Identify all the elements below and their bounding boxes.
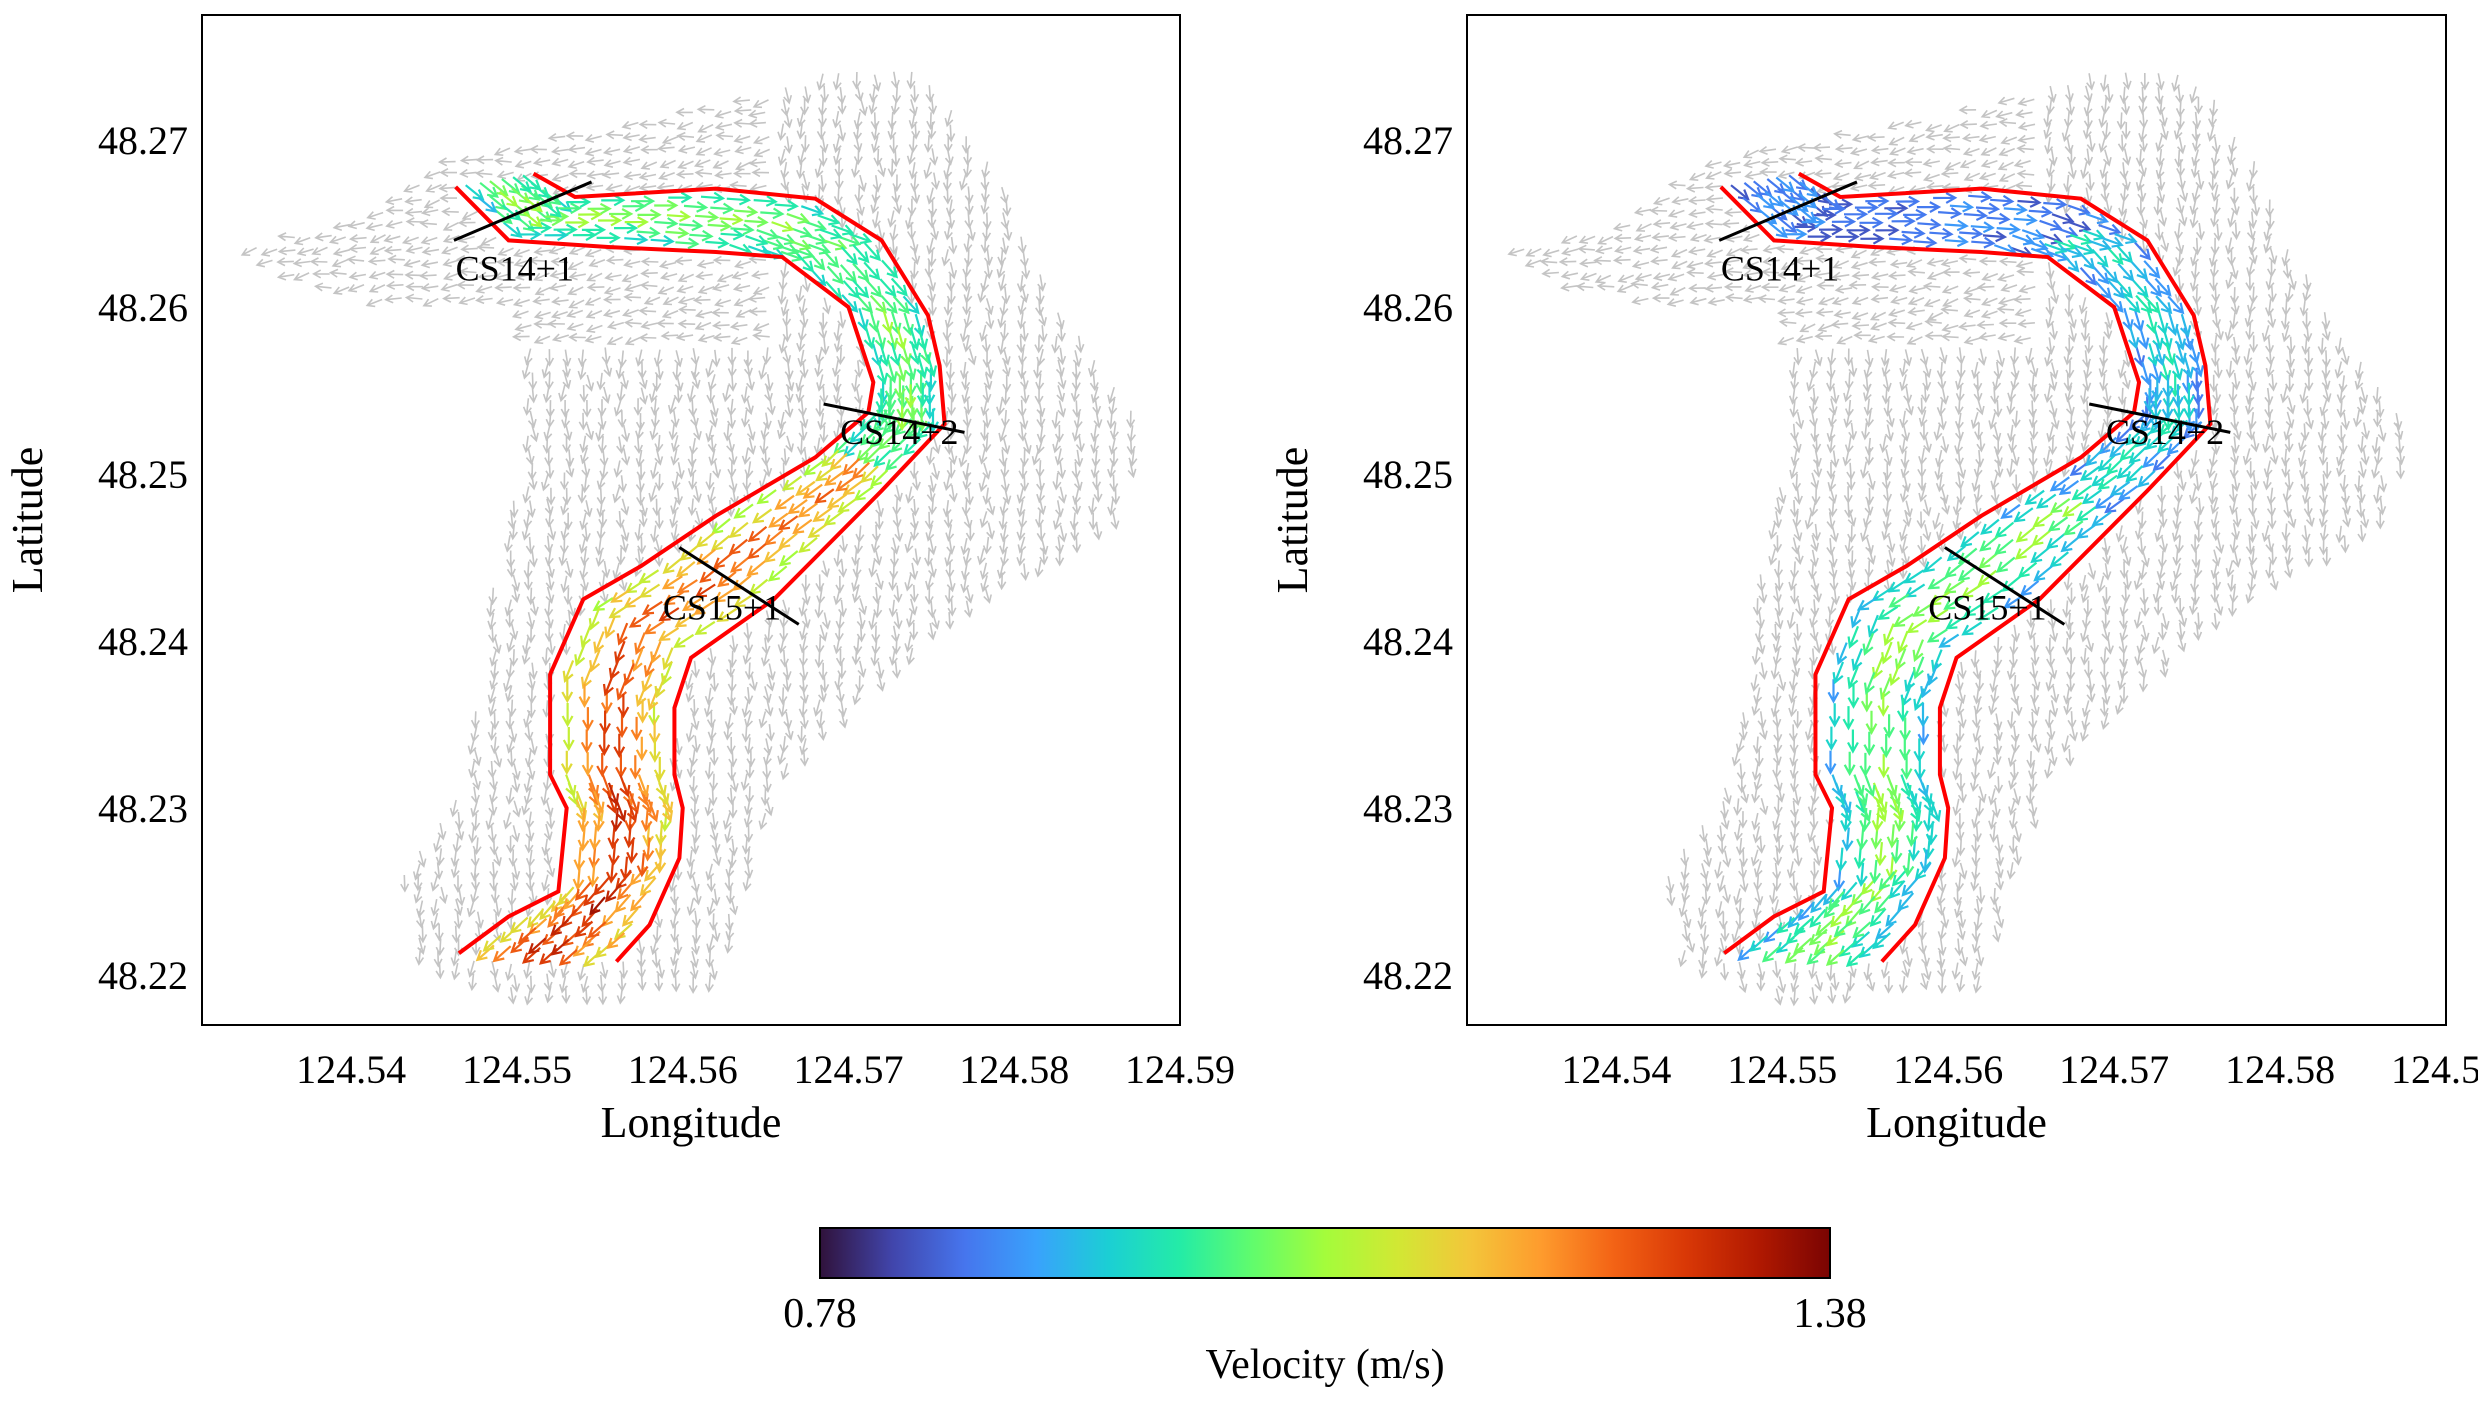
left-vector-panel: CS14+1 CS14+2 CS15+1 124.54 124.55 124.5… bbox=[3, 14, 1235, 1147]
colorbar-min-label: 0.78 bbox=[783, 1291, 857, 1337]
cross-section-line-cs14-1 bbox=[1718, 180, 1858, 242]
velocity-arrow-set bbox=[1742, 174, 2205, 514]
channel-bank-inner bbox=[532, 171, 947, 963]
x-tick-label: 124.55 bbox=[462, 1047, 572, 1092]
cross-sections: CS14+1 CS14+2 CS15+1 bbox=[453, 180, 965, 627]
y-tick-label: 48.22 bbox=[98, 953, 188, 998]
velocity-arrow-set bbox=[479, 178, 932, 471]
plot-frame bbox=[201, 14, 1181, 1026]
x-tick-label: 124.57 bbox=[793, 1047, 903, 1092]
background-flow-field bbox=[1507, 72, 2406, 1007]
cross-section-label-cs14-2: CS14+2 bbox=[2106, 412, 2224, 452]
colorbar-title: Velocity (m/s) bbox=[1205, 1342, 1444, 1388]
cross-section-label-cs15-1: CS15+1 bbox=[1928, 587, 2046, 627]
cross-section-line-cs15-1 bbox=[678, 546, 800, 626]
velocity-arrow-set bbox=[510, 488, 835, 966]
background-arrow-set bbox=[1507, 72, 2406, 1007]
background-flow-field bbox=[240, 71, 1138, 1006]
velocity-arrow-set bbox=[527, 782, 627, 956]
cross-section-line-cs14-2 bbox=[2088, 402, 2231, 434]
x-axis-ticks: 124.54 124.55 124.56 124.57 124.58 124.5… bbox=[1561, 1047, 2478, 1092]
y-tick-label: 48.25 bbox=[98, 452, 188, 497]
velocity-arrow-set bbox=[477, 196, 498, 213]
cross-section-line-cs15-1 bbox=[1944, 546, 2066, 626]
channel-velocity-arrows bbox=[465, 174, 939, 968]
y-tick-label: 48.24 bbox=[98, 619, 188, 664]
cross-section-label-cs14-2: CS14+2 bbox=[840, 412, 958, 452]
y-tick-label: 48.23 bbox=[1363, 786, 1453, 831]
colorbar-gradient bbox=[819, 1227, 1831, 1279]
x-tick-label: 124.56 bbox=[628, 1047, 738, 1092]
x-tick-label: 124.59 bbox=[2391, 1047, 2478, 1092]
y-tick-label: 48.23 bbox=[98, 786, 188, 831]
x-tick-label: 124.58 bbox=[959, 1047, 1069, 1092]
right-vector-panel: CS14+1 CS14+2 CS15+1 124.54 124.55 124.5… bbox=[1268, 14, 2478, 1147]
y-axis-ticks: 48.27 48.26 48.25 48.24 48.23 48.22 bbox=[98, 118, 188, 998]
x-axis-title: Longitude bbox=[601, 1098, 782, 1147]
y-tick-label: 48.25 bbox=[1363, 452, 1453, 497]
cross-section-label-cs14-1: CS14+1 bbox=[456, 248, 574, 288]
channel-velocity-arrows bbox=[1730, 174, 2205, 967]
y-axis-title: Latitude bbox=[3, 447, 52, 594]
x-tick-label: 124.54 bbox=[296, 1047, 406, 1092]
y-axis-ticks: 48.27 48.26 48.25 48.24 48.23 48.22 bbox=[1363, 118, 1453, 998]
y-tick-label: 48.22 bbox=[1363, 953, 1453, 998]
channel-bank-inner bbox=[1797, 171, 2213, 963]
velocity-arrow-set bbox=[1749, 229, 2195, 959]
channel-banks bbox=[1719, 171, 2213, 963]
velocity-arrow-set bbox=[589, 896, 606, 916]
channel-banks bbox=[454, 171, 947, 963]
x-tick-label: 124.57 bbox=[2059, 1047, 2169, 1092]
x-tick-label: 124.56 bbox=[1893, 1047, 2003, 1092]
x-tick-label: 124.54 bbox=[1561, 1047, 1671, 1092]
y-tick-label: 48.24 bbox=[1363, 619, 1453, 664]
velocity-arrow-set bbox=[1737, 176, 2205, 962]
x-axis-title: Longitude bbox=[1866, 1098, 2047, 1147]
x-tick-label: 124.58 bbox=[2225, 1047, 2335, 1092]
colorbar-max-label: 1.38 bbox=[1793, 1291, 1867, 1337]
background-arrow-set bbox=[240, 71, 1138, 1006]
velocity-arrow-set bbox=[482, 465, 879, 968]
cross-section-line-cs14-2 bbox=[823, 402, 965, 434]
velocity-arrow-set bbox=[1761, 516, 2084, 965]
y-tick-label: 48.26 bbox=[98, 285, 188, 330]
x-tick-label: 124.55 bbox=[1727, 1047, 1837, 1092]
velocity-arrow-set bbox=[528, 470, 845, 957]
cross-section-label-cs15-1: CS15+1 bbox=[663, 587, 781, 627]
y-tick-label: 48.27 bbox=[98, 118, 188, 163]
cross-sections: CS14+1 CS14+2 CS15+1 bbox=[1718, 180, 2231, 627]
plot-frame bbox=[1466, 14, 2447, 1026]
y-tick-label: 48.27 bbox=[1363, 118, 1453, 163]
y-axis-title: Latitude bbox=[1268, 447, 1317, 594]
velocity-arrow-set bbox=[521, 583, 716, 965]
cross-section-label-cs14-1: CS14+1 bbox=[1721, 248, 1839, 288]
velocity-arrow-set bbox=[502, 174, 938, 468]
colorbar: 0.78 1.38 Velocity (m/s) bbox=[783, 1227, 1867, 1388]
x-axis-ticks: 124.54 124.55 124.56 124.57 124.58 124.5… bbox=[296, 1047, 1235, 1092]
velocity-arrow-set bbox=[561, 449, 858, 833]
velocity-arrow-set bbox=[1776, 233, 2182, 967]
channel-bank-outer bbox=[1719, 185, 2142, 955]
x-tick-label: 124.59 bbox=[1125, 1047, 1235, 1092]
velocity-arrow-set bbox=[465, 184, 939, 458]
channel-bank-outer bbox=[454, 185, 876, 955]
velocity-arrow-set bbox=[498, 190, 917, 612]
y-tick-label: 48.26 bbox=[1363, 285, 1453, 330]
cross-section-line-cs14-1 bbox=[453, 180, 593, 242]
